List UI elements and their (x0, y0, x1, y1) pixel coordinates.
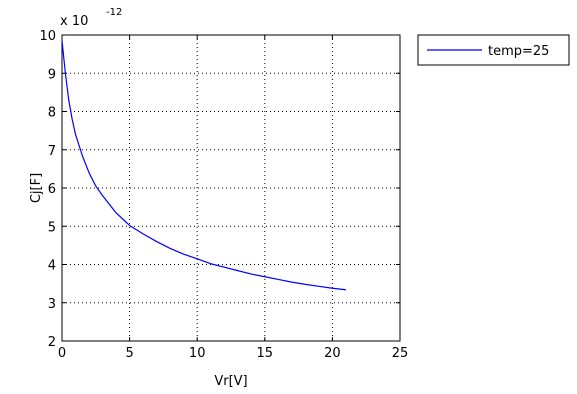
y-tick-label: 5 (48, 220, 56, 235)
y-tick-label: 2 (48, 335, 56, 350)
y-tick-label: 8 (48, 106, 56, 121)
y-tick-label: 4 (48, 259, 56, 274)
legend: temp=25 (417, 34, 570, 66)
tick-labels: 0 5 10 15 20 25 2 3 4 5 6 7 8 9 10 (39, 29, 408, 361)
y-tick-label: 6 (48, 182, 56, 197)
x-tick-label: 0 (58, 346, 66, 361)
x-tick-label: 5 (125, 346, 133, 361)
y-tick-label: 7 (48, 144, 56, 159)
axis-ticks (61, 34, 401, 342)
x-tick-label: 20 (324, 346, 341, 361)
series-line-temp-25 (61, 40, 346, 291)
x-tick-label: 15 (257, 346, 274, 361)
x-axis-label: Vr[V] (214, 374, 247, 389)
y-tick-label: 10 (39, 29, 56, 44)
y-axis-exponent-prefix: x 10 (60, 14, 88, 29)
grid-lines (62, 35, 400, 341)
y-tick-label: 9 (48, 67, 56, 82)
x-tick-label: 10 (189, 346, 206, 361)
y-axis-exponent: -12 (106, 7, 122, 18)
legend-entry-label: temp=25 (488, 44, 549, 59)
series-lines (61, 40, 346, 291)
y-tick-label: 3 (48, 297, 56, 312)
x-tick-label: 25 (392, 346, 409, 361)
y-axis-label: Cj[F] (29, 173, 44, 203)
